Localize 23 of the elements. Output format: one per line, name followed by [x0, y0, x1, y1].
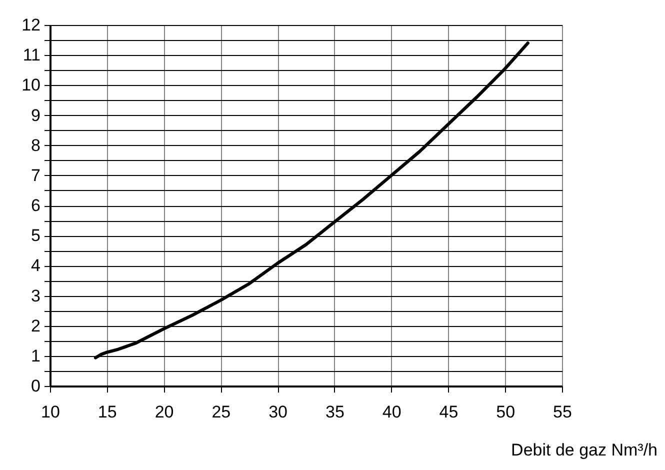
y-tick-label: 6	[31, 196, 40, 215]
y-tick-label: 3	[31, 286, 40, 306]
x-tick-label: 25	[212, 402, 231, 422]
x-axis-title: Debit de gaz Nm³/h	[511, 440, 658, 460]
x-tick-label: 30	[268, 402, 288, 422]
x-tick-label: 55	[553, 402, 572, 422]
x-tick-label: 45	[439, 402, 458, 422]
y-tick-label: 5	[31, 226, 40, 246]
x-tick-label: 35	[325, 402, 344, 422]
y-tick-label: 2	[31, 316, 40, 336]
y-tick-label: 0	[31, 376, 40, 396]
y-tick-label: 4	[31, 256, 40, 276]
x-tick-label: 15	[98, 402, 117, 422]
y-tick-label: 10	[22, 76, 40, 95]
y-tick-label: 7	[31, 166, 40, 185]
y-tick-label: 8	[31, 136, 40, 155]
y-tick-label: 9	[31, 106, 40, 125]
x-tick-label: 50	[496, 402, 516, 422]
y-tick-label: 11	[22, 46, 40, 65]
x-tick-label: 20	[154, 402, 174, 422]
x-tick-label: 40	[382, 402, 402, 422]
y-tick-label: 1	[31, 346, 40, 366]
y-tick-label: 12	[22, 16, 40, 34]
